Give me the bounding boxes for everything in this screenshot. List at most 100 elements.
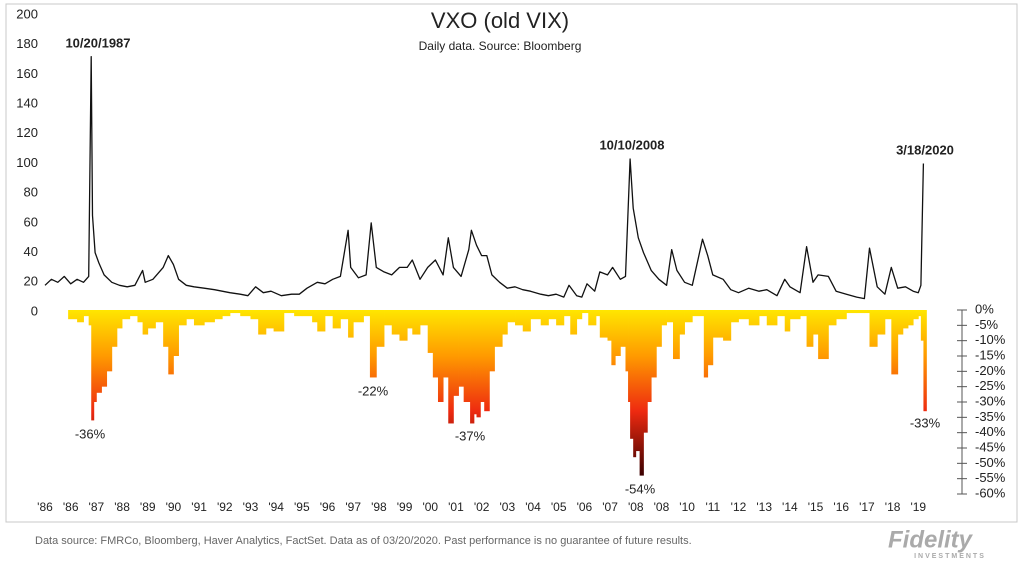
x-tick-label: '98 — [371, 500, 387, 514]
drawdown-bar — [93, 310, 97, 402]
drawdown-bar — [548, 310, 557, 320]
drawdown-bar — [897, 310, 904, 335]
y-tick-label: 160 — [16, 66, 38, 81]
drawdown-bar — [353, 310, 364, 323]
drawdown-bar — [639, 310, 644, 476]
x-tick-label: '07 — [602, 500, 618, 514]
drawdown-bar — [214, 310, 223, 320]
y2-tick-label: -20% — [975, 363, 1006, 378]
x-tick-label: '04 — [525, 500, 541, 514]
x-tick-label: '89 — [140, 500, 156, 514]
drawdown-bar — [443, 310, 449, 378]
drawdown-bar — [920, 310, 924, 341]
drawdown-bar — [480, 310, 485, 402]
drawdown-bar — [570, 310, 578, 335]
drawdown-bar — [611, 310, 616, 366]
drawdown-bar — [633, 310, 637, 458]
drawdown-bar — [864, 310, 870, 314]
y-tick-label: 80 — [24, 185, 38, 200]
drawdown-bar — [615, 310, 621, 356]
drawdown-bar — [265, 310, 274, 329]
drawdown-bar — [129, 310, 138, 317]
y2-tick-label: -15% — [975, 347, 1006, 362]
drawdown-bar — [91, 310, 95, 421]
drawdown-bar — [376, 310, 385, 347]
drawdown-bar — [908, 310, 914, 326]
drawdown-bar — [891, 310, 899, 375]
trough-annotation: -54% — [625, 481, 656, 496]
drawdown-bar — [324, 310, 334, 317]
drawdown-bar — [147, 310, 156, 329]
x-tick-label: '15 — [808, 500, 824, 514]
x-tick-label: '95 — [294, 500, 310, 514]
y2-tick-label: -60% — [975, 485, 1006, 500]
drawdown-bar — [399, 310, 408, 341]
x-tick-label: '08 — [628, 500, 644, 514]
drawdown-bar — [730, 310, 739, 323]
drawdown-bar — [738, 310, 750, 320]
drawdown-bar — [502, 310, 508, 335]
drawdown-bar — [473, 310, 477, 415]
drawdown-bar — [647, 310, 652, 402]
drawdown-bar — [707, 310, 714, 366]
drawdown-bar — [470, 310, 475, 424]
drawdown-bar — [777, 310, 786, 317]
y-tick-label: 140 — [16, 96, 38, 111]
drawdown-bar — [142, 310, 149, 335]
drawdown-bar — [476, 310, 481, 418]
drawdown-bar — [178, 310, 187, 326]
x-tick-label: '11 — [705, 500, 720, 514]
drawdown-bar — [283, 310, 295, 314]
drawdown-bar — [836, 310, 847, 320]
y-tick-label: 180 — [16, 36, 38, 51]
x-tick-label: '86 — [37, 500, 53, 514]
drawdown-bar — [643, 310, 648, 433]
drawdown-bar — [391, 310, 400, 335]
drawdown-bar — [599, 310, 608, 338]
drawdown-bar — [420, 310, 429, 326]
drawdown-bar — [923, 310, 927, 412]
drawdown-bar — [806, 310, 814, 347]
drawdown-bar — [83, 310, 90, 317]
drawdown-bar — [301, 310, 313, 317]
drawdown-bar — [407, 310, 413, 329]
y2-tick-label: -5% — [975, 317, 999, 332]
drawdown-bar — [240, 310, 251, 317]
drawdown-bar — [673, 310, 680, 360]
drawdown-bar — [679, 310, 685, 335]
drawdown-bar — [522, 310, 531, 332]
drawdown-bar — [712, 310, 724, 338]
drawdown-bar — [312, 310, 318, 323]
drawdown-bar — [193, 310, 205, 326]
drawdown-bar — [818, 310, 829, 360]
drawdown-bar — [116, 310, 123, 329]
drawdown-bar — [607, 310, 612, 341]
x-tick-label: '12 — [731, 500, 747, 514]
x-tick-label: '03 — [500, 500, 516, 514]
x-tick-label: '18 — [885, 500, 901, 514]
trough-annotation: -36% — [75, 426, 106, 441]
x-tick-label: '91 — [191, 500, 207, 514]
drawdown-bar — [463, 310, 471, 402]
y2-tick-label: -50% — [975, 455, 1006, 470]
drawdown-bar — [229, 310, 241, 314]
x-tick-label: '99 — [397, 500, 413, 514]
x-tick-label: '06 — [577, 500, 593, 514]
drawdown-bar — [173, 310, 179, 356]
drawdown-bar — [412, 310, 421, 335]
drawdown-bar — [595, 310, 601, 317]
drawdown-bar — [453, 310, 459, 396]
x-tick-label: '16 — [833, 500, 849, 514]
drawdown-bar — [846, 310, 858, 314]
drawdown-bar — [902, 310, 909, 329]
y2-tick-label: -25% — [975, 378, 1006, 393]
drawdown-bar — [563, 310, 571, 317]
drawdown-bar — [630, 310, 634, 439]
trough-annotation: -22% — [358, 383, 389, 398]
drawdown-bar — [869, 310, 878, 347]
drawdown-bar — [222, 310, 231, 317]
x-tick-label: '00 — [422, 500, 438, 514]
x-tick-label: '97 — [345, 500, 361, 514]
x-tick-label: '01 — [448, 500, 464, 514]
